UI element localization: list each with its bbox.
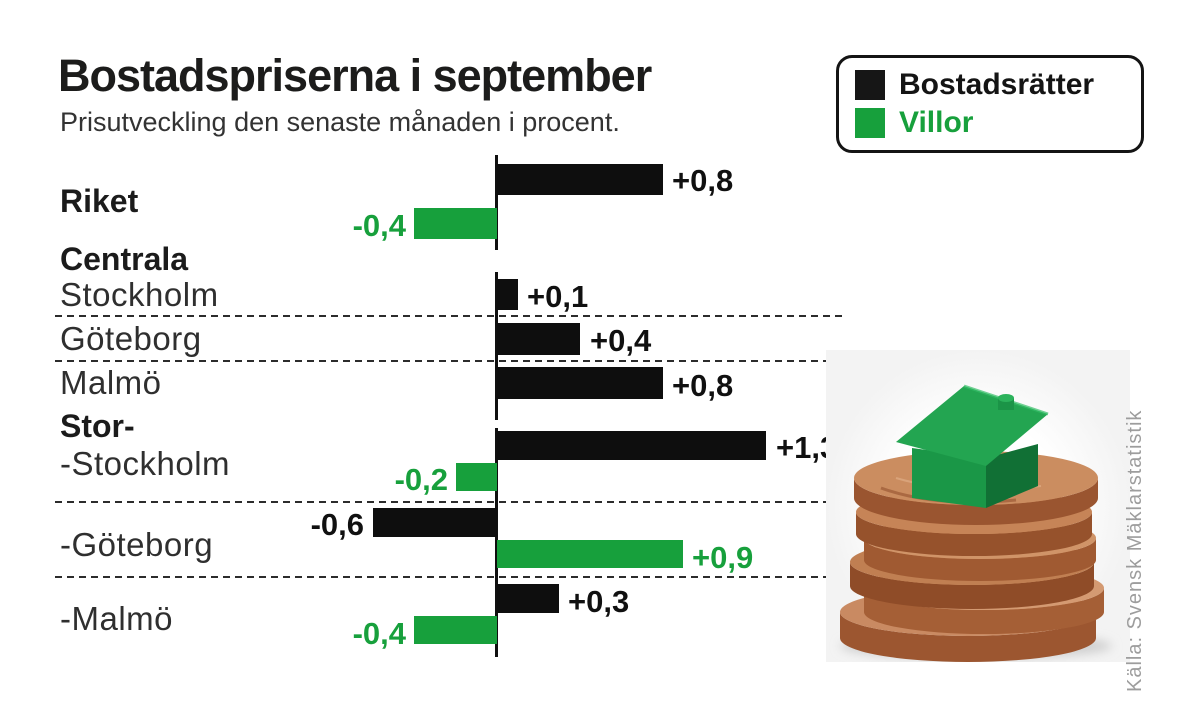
axis-baseline-segment (495, 428, 498, 657)
row-separator (55, 501, 847, 503)
bar-stor-malmo-bostadsratter (497, 584, 559, 613)
page-title: Bostadspriserna i september (58, 50, 652, 101)
bar-malmo-bostadsratter (497, 367, 663, 399)
bar-stor-goteborg-bostadsratter (373, 508, 497, 537)
villor-swatch-icon (855, 108, 885, 138)
legend-item-villor: Villor (855, 108, 1123, 138)
value-label-stor-malmo-bostadsratter: +0,3 (568, 584, 630, 619)
legend-label-villor: Villor (899, 106, 974, 139)
bar-stor-malmo-villor (414, 616, 497, 644)
page-subtitle: Prisutveckling den senaste månaden i pro… (60, 107, 620, 137)
value-label-stor-goteborg-bostadsratter: -0,6 (310, 507, 364, 542)
row-label-stor-goteborg: -Göteborg (60, 526, 214, 563)
bar-stor-goteborg-villor (497, 540, 683, 568)
legend: Bostadsrätter Villor (836, 55, 1144, 153)
bar-riket-villor (414, 208, 497, 239)
axis-baseline-segment (495, 155, 498, 250)
value-label-stockholm-bostadsratter: +0,1 (527, 279, 589, 314)
row-label-stor: Stor- (60, 408, 135, 444)
row-label-stockholm: Stockholm (60, 276, 219, 313)
bar-goteborg-bostadsratter (497, 323, 580, 355)
chimney (998, 394, 1014, 410)
legend-label-bostadsratter: Bostadsrätter (899, 68, 1095, 101)
bar-stor-stockholm-bostadsratter (497, 431, 766, 460)
row-separator (55, 315, 847, 317)
row-separator (55, 360, 847, 362)
coin-stack-illustration (840, 384, 1112, 662)
house-on-coins-photo (826, 350, 1130, 662)
row-label-centrala: Centrala (60, 241, 189, 277)
row-label-stor-malmo: -Malmö (60, 600, 174, 637)
value-label-malmo-bostadsratter: +0,8 (672, 368, 734, 403)
house-icon (896, 384, 1049, 508)
bar-stor-stockholm-villor (456, 463, 497, 491)
bostadsratter-swatch-icon (855, 70, 885, 100)
bar-riket-bostadsratter (497, 164, 663, 195)
axis-baseline-segment (495, 272, 498, 420)
value-label-stor-goteborg-villor: +0,9 (692, 540, 754, 575)
row-separator (55, 576, 847, 578)
value-label-riket-bostadsratter: +0,8 (672, 163, 734, 198)
legend-item-bostadsratter: Bostadsrätter (855, 70, 1123, 100)
row-label-goteborg: Göteborg (60, 320, 202, 357)
row-label-riket: Riket (60, 183, 139, 219)
row-label-malmo: Malmö (60, 364, 162, 401)
bar-stockholm-bostadsratter (497, 279, 518, 310)
row-label-stor-stockholm: -Stockholm (60, 445, 231, 482)
value-label-stor-stockholm-villor: -0,2 (394, 462, 448, 497)
value-label-stor-malmo-villor: -0,4 (352, 616, 406, 651)
value-label-goteborg-bostadsratter: +0,4 (590, 323, 652, 358)
source-credit: Källa: Svensk Mäklarstatistik (1124, 409, 1146, 692)
value-label-riket-villor: -0,4 (352, 208, 406, 243)
